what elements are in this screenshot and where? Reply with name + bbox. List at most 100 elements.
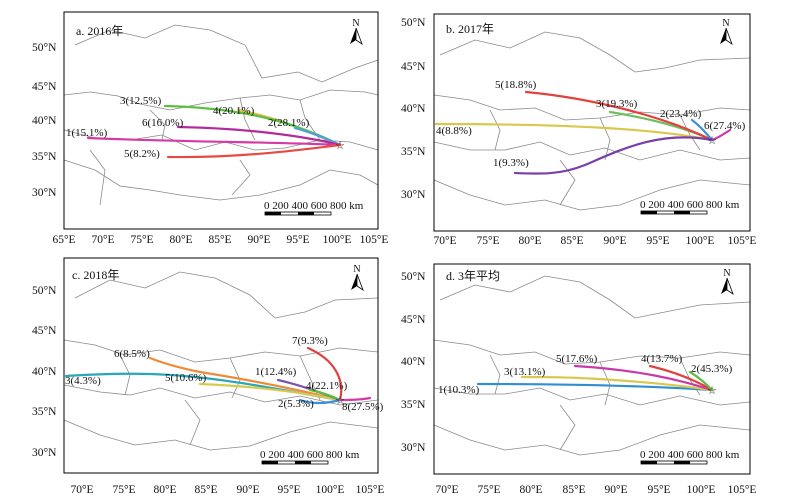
panel-b-scale-bar [640, 210, 708, 215]
panel-d-origin-star-icon: ☆ [707, 385, 717, 397]
panel-a-traj-label-4: 4(20.1%) [213, 105, 255, 117]
svg-text:N: N [353, 264, 360, 275]
panel-b: b. 2017年 50°N 45°N 40°N 35°N 30°N 70°E 7… [401, 13, 757, 247]
panel-c-traj-label-6: 6(8.5%) [114, 348, 150, 360]
panel-b-title: b. 2017年 [446, 22, 494, 36]
panel-d-frame [433, 263, 751, 475]
panel-d-lon-70: 70°E [435, 484, 458, 496]
panel-c-lat-45: 45°N [32, 325, 57, 337]
panel-c-lat-30: 30°N [32, 447, 57, 459]
svg-text:N: N [722, 18, 729, 29]
panel-b-traj-label-5: 5(18.8%) [495, 79, 537, 91]
panel-d-lon-105: 105°E [728, 484, 757, 496]
panel-a-lon-70: 70°E [91, 234, 114, 246]
panel-d-trajectory-1 [476, 382, 714, 392]
panel-b-origin-star-icon: ☆ [707, 135, 717, 147]
panel-a-frame [63, 11, 379, 230]
panel-c: c. 2018年 50°N 45°N 40°N 35°N 30°N 70°E 7… [32, 257, 385, 496]
panel-b-lat-40: 40°N [401, 103, 426, 115]
panel-d-traj-label-5: 5(17.6%) [556, 353, 598, 365]
panel-c-frame [63, 257, 379, 474]
panel-d-lon-75: 75°E [477, 484, 500, 496]
panel-c-origin-star-icon: ☆ [335, 395, 345, 407]
panel-a-lon-75: 75°E [130, 234, 153, 246]
panel-c-traj-label-4: 4(22.1%) [306, 380, 348, 392]
panel-c-lat-40: 40°N [32, 366, 57, 378]
panel-d-lat-35: 35°N [401, 399, 426, 411]
panel-c-trajectory-6 [148, 356, 342, 402]
panel-a-lon-95: 95°E [286, 234, 309, 246]
panel-d-title: d. 3年平均 [446, 269, 500, 283]
panel-b-north-arrow-icon: N [720, 18, 733, 46]
panel-b-lon-100: 100°E [686, 235, 715, 247]
panel-d-lat-40: 40°N [401, 356, 426, 368]
panel-a-lon-85: 85°E [208, 234, 231, 246]
panel-a-traj-label-3: 3(12.5%) [120, 95, 162, 107]
panel-a-traj-label-5: 5(8.2%) [124, 148, 160, 160]
panel-c-lon-105: 105°E [356, 484, 385, 496]
panel-b-lon-80: 80°E [518, 235, 541, 247]
panel-a-origin-star-icon: ☆ [335, 140, 345, 152]
panel-b-traj-label-2: 2(23.4%) [660, 108, 702, 120]
panel-d-trajectory-5 [573, 364, 714, 392]
panel-d-traj-label-2: 2(45.3%) [691, 363, 733, 375]
panel-a-lon-105: 105°E [360, 234, 389, 246]
panel-d-lon-90: 90°E [604, 484, 627, 496]
panel-a-north-arrow-icon: N [350, 18, 363, 46]
panel-b-lat-50: 50°N [401, 17, 426, 29]
panel-b-lon-85: 85°E [560, 235, 583, 247]
panel-d-traj-label-1: 1(10.3%) [438, 384, 480, 396]
panel-b-lon-105: 105°E [728, 235, 757, 247]
panel-b-lat-35: 35°N [401, 146, 426, 158]
panel-c-lon-95: 95°E [277, 484, 300, 496]
panel-c-trajectory-4 [308, 388, 342, 402]
panel-b-borders [433, 31, 751, 211]
panel-a-lon-100: 100°E [323, 234, 352, 246]
panel-c-traj-label-1: 1(12.4%) [255, 366, 297, 378]
panel-c-traj-label-7: 7(9.3%) [292, 335, 328, 347]
panel-c-trajectory-8 [338, 396, 372, 402]
panel-a-lat-45: 45°N [32, 81, 57, 93]
panel-a-lat-40: 40°N [32, 115, 57, 127]
panel-b-lon-95: 95°E [646, 235, 669, 247]
panel-a-title: a. 2016年 [76, 24, 123, 38]
panel-c-traj-label-8: 8(27.5%) [342, 401, 384, 413]
panel-b-traj-label-6: 6(27.4%) [704, 120, 746, 132]
panel-c-lon-80: 80°E [153, 484, 176, 496]
panel-d-trajectory-3 [520, 375, 714, 392]
panel-c-traj-label-2: 2(5.3%) [278, 398, 314, 410]
panel-a-trajectory-6 [176, 125, 342, 147]
panel-d-traj-label-3: 3(13.1%) [504, 366, 546, 378]
panel-d-scale-label: 0 200 400 600 800 km [640, 449, 740, 461]
panel-d-lat-45: 45°N [401, 314, 426, 326]
panel-b-trajectory-6 [710, 128, 732, 142]
panel-a-trajectory-5 [166, 143, 342, 159]
panel-a-scale-label: 0 200 400 600 800 km [264, 200, 364, 212]
panel-d-lat-50: 50°N [401, 271, 426, 283]
svg-text:N: N [352, 18, 359, 29]
panel-d-trajectory-4 [648, 364, 714, 392]
panel-b-lat-30: 30°N [401, 189, 426, 201]
panel-c-scale-bar [261, 460, 329, 465]
panel-c-borders [63, 271, 379, 451]
panel-b-frame [433, 13, 751, 232]
panel-c-traj-label-3: 3(4.3%) [65, 375, 101, 387]
panel-c-north-arrow-icon: N [351, 264, 364, 292]
panel-d-lon-100: 100°E [687, 484, 716, 496]
panel-d-lon-80: 80°E [519, 484, 542, 496]
panel-c-lon-70: 70°E [70, 484, 93, 496]
panel-c-lon-75: 75°E [112, 484, 135, 496]
panel-d-traj-label-4: 4(13.7%) [641, 353, 683, 365]
panel-d-lat-30: 30°N [401, 442, 426, 454]
panel-a-traj-label-1: 1(15.1%) [66, 127, 108, 139]
panel-b-trajectory-1 [513, 136, 714, 175]
panel-d-north-arrow-icon: N [721, 268, 734, 296]
panel-b-traj-label-3: 3(19.3%) [596, 98, 638, 110]
panel-c-title: c. 2018年 [72, 268, 119, 282]
panel-b-traj-label-4: 4(8.8%) [436, 125, 472, 137]
panel-b-trajectory-5 [524, 90, 714, 142]
panel-a-trajectory-1 [86, 136, 342, 147]
panel-d-scale-bar [640, 460, 708, 465]
panel-a: a. 2016年 50°N 45°N 40°N 35°N 30°N 65°E 7… [32, 11, 389, 246]
